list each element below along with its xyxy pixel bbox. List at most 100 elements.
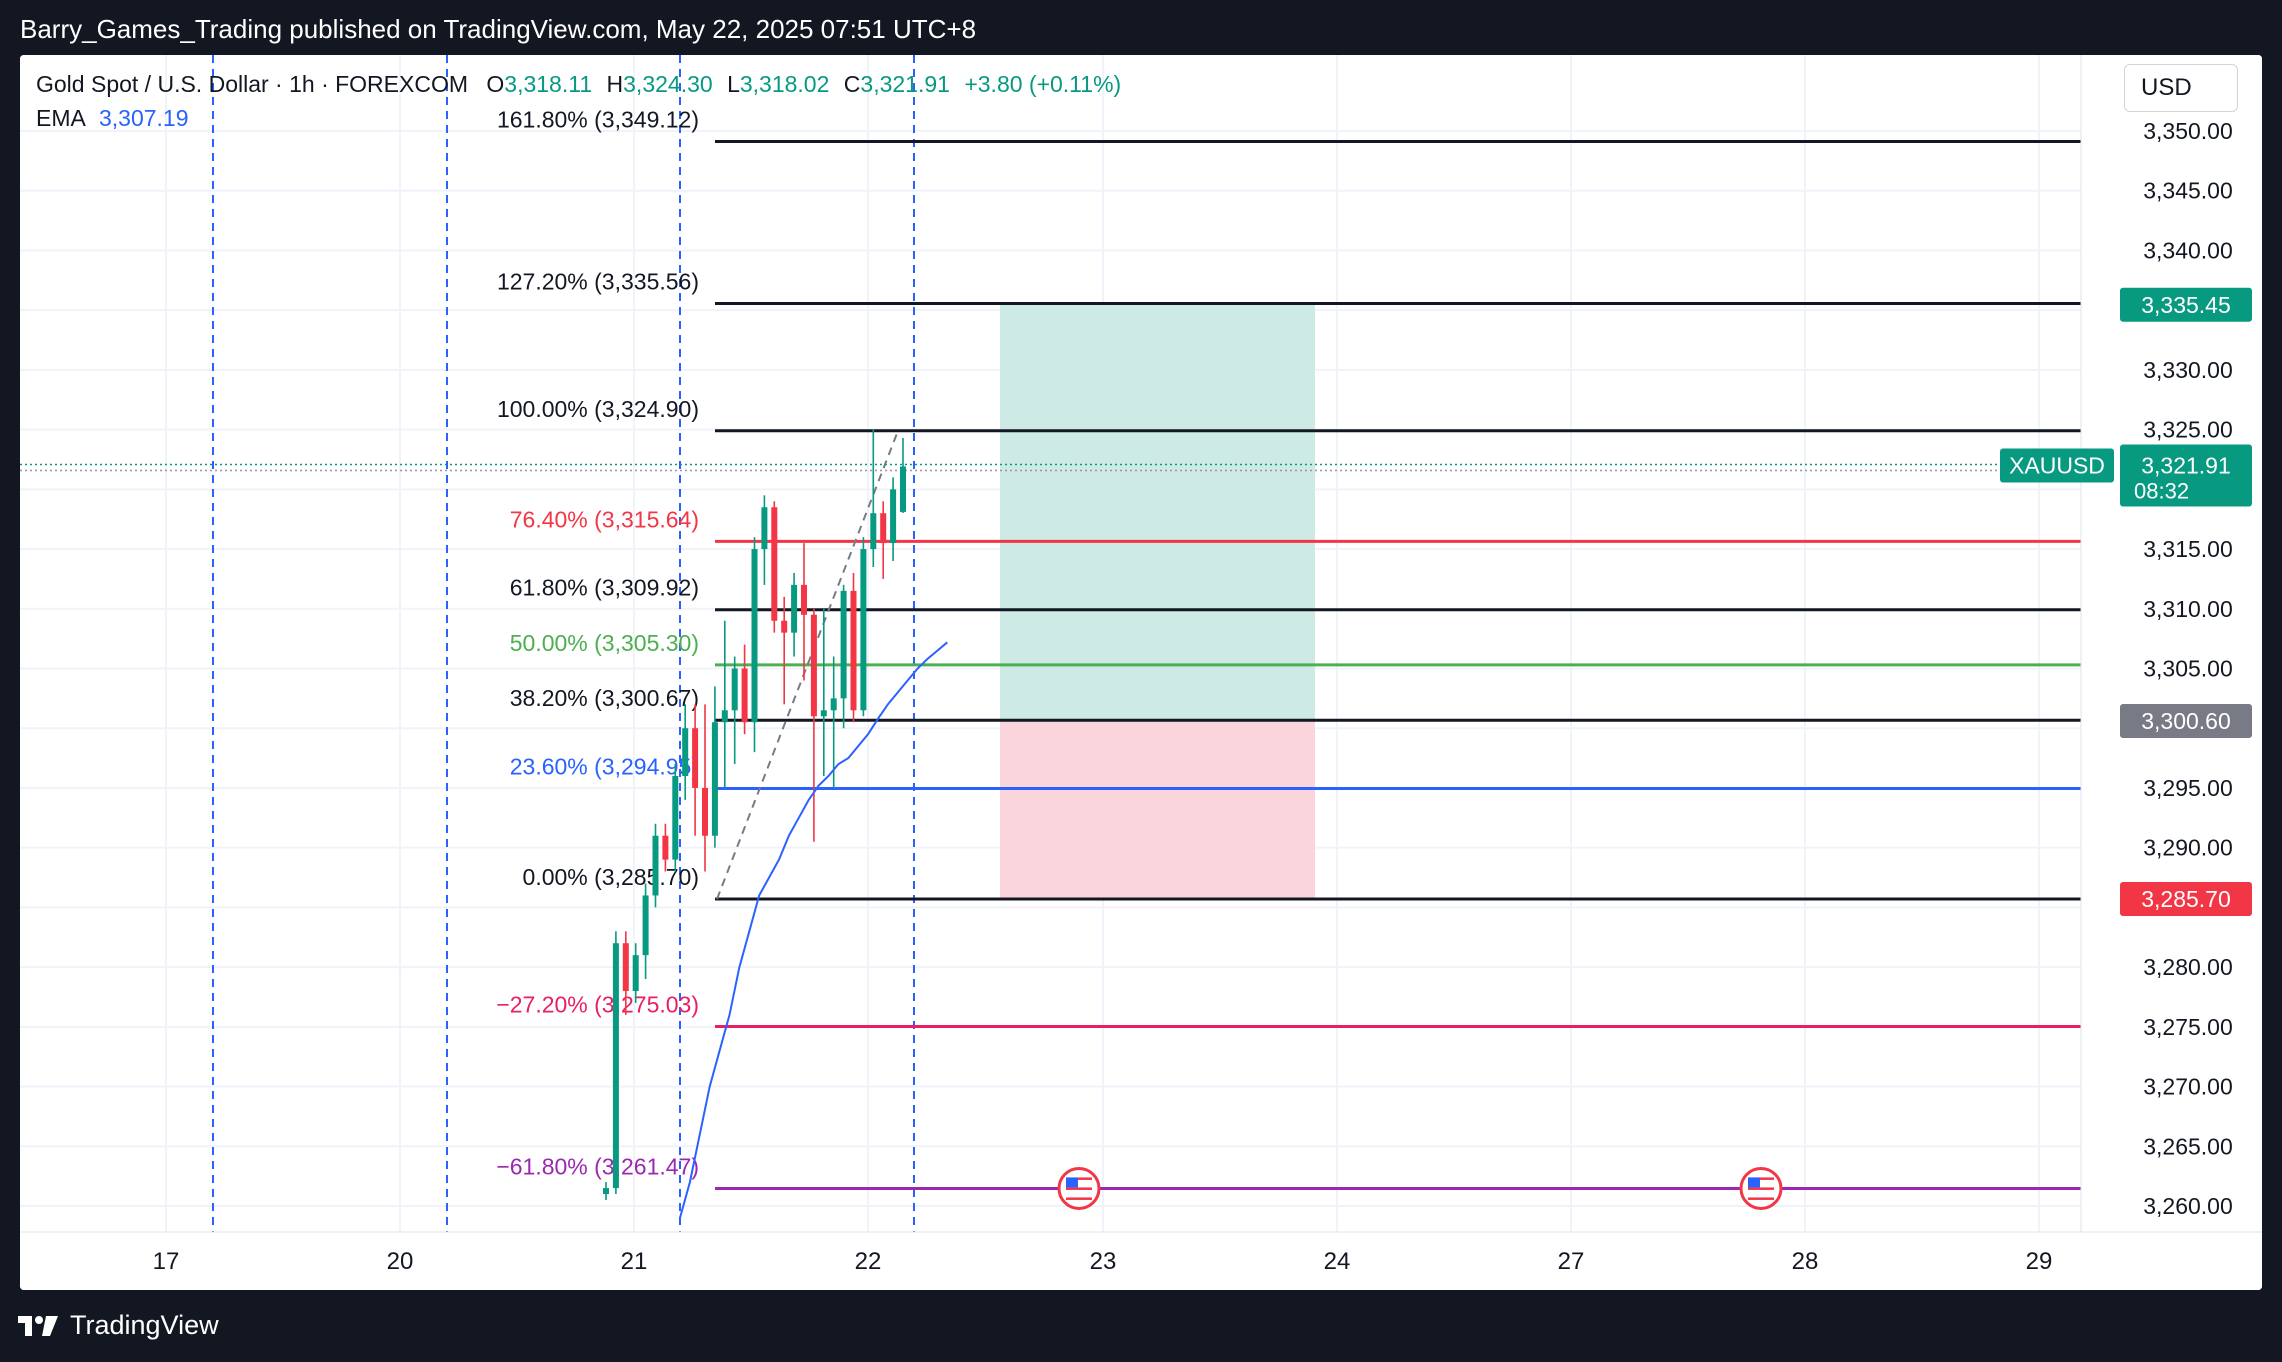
price-tick-label: 3,260.00 [2143,1193,2233,1219]
time-axis-bg [20,1232,2262,1290]
candle-body [851,591,857,710]
candle-body [890,489,896,543]
fib-level-label: 0.00% (3,285.70) [523,864,699,890]
flag-stripe [1066,1187,1092,1190]
open-label: O [486,71,504,97]
footer-bar [0,1290,2282,1362]
fib-level-label: 76.40% (3,315.64) [510,506,699,532]
candle-body [643,895,649,955]
high-label: H [607,71,624,97]
bar-countdown: 08:32 [2134,479,2189,504]
candle-body [870,513,876,549]
candle-body [732,669,738,711]
date-tick-label: 27 [1558,1248,1585,1275]
open-value: 3,318.11 [504,71,592,97]
price-label-text: 3,285.70 [2141,886,2231,912]
symbol-description[interactable]: Gold Spot / U.S. Dollar · 1h · FOREXCOM [36,71,468,97]
fib-level-label: 50.00% (3,305.30) [510,630,699,656]
price-tick-label: 3,275.00 [2143,1014,2233,1040]
flag-canton [1066,1177,1078,1187]
candle-body [831,698,837,710]
date-tick-label: 17 [153,1248,180,1275]
ema-legend[interactable]: EMA 3,307.19 [36,105,189,132]
candle-body [860,549,866,710]
fib-level-label: 23.60% (3,294.95) [510,754,699,780]
candle-body [880,513,886,543]
footer-brand: TradingView [70,1310,219,1341]
price-tick-label: 3,280.00 [2143,954,2233,980]
candle-body [722,710,728,722]
candle-body [752,549,758,722]
ema-value: 3,307.19 [99,105,189,131]
flag-stripe [1066,1197,1092,1200]
stop-zone [1000,721,1315,899]
candle-body [761,507,767,549]
last-price-value: 3,321.91 [2141,453,2231,479]
tradingview-logo[interactable]: TradingView [18,1310,219,1341]
date-tick-label: 21 [621,1248,648,1275]
candle-body [811,615,817,717]
price-tick-label: 3,330.00 [2143,357,2233,383]
candle-body [623,943,629,991]
candle-body [712,722,718,835]
price-tick-label: 3,265.00 [2143,1133,2233,1159]
price-tick-label: 3,295.00 [2143,775,2233,801]
fib-level-label: 100.00% (3,324.90) [497,396,699,422]
candle-body [603,1188,609,1194]
close-value: 3,321.91 [860,71,950,97]
us-flag-icon [1059,1168,1099,1208]
target-zone [1000,305,1315,721]
chart-canvas[interactable]: 161.80% (3,349.12) 127.20% (3,335.56) 100.… [20,55,2262,1290]
candle-body [672,776,678,860]
candle-body [613,943,619,1188]
date-tick-label: 20 [387,1248,414,1275]
date-tick-label: 24 [1324,1248,1351,1275]
change-value: +3.80 (+0.11%) [964,71,1121,97]
low-label: L [727,71,740,97]
price-tick-label: 3,310.00 [2143,596,2233,622]
fib-level-label: 127.20% (3,335.56) [497,268,699,294]
candle-body [662,836,668,860]
symbol-legend[interactable]: Gold Spot / U.S. Dollar · 1h · FOREXCOM … [36,71,1121,98]
fib-level-label: 61.80% (3,309.92) [510,575,699,601]
candle-body [771,507,777,620]
date-tick-label: 29 [2026,1248,2053,1275]
flag-stripe [1748,1187,1774,1190]
candle-body [821,710,827,716]
price-label-text: 3,300.60 [2141,708,2231,734]
fib-level-label: −27.20% (3,275.03) [496,991,699,1017]
chart-frame[interactable]: 161.80% (3,349.12) 127.20% (3,335.56) 100.… [20,55,2262,1290]
price-tick-label: 3,345.00 [2143,178,2233,204]
flag-stripe [1748,1197,1774,1200]
close-label: C [844,71,861,97]
candle-body [682,728,688,776]
candle-body [791,585,797,633]
candle-body [781,621,787,633]
publisher-line: Barry_Games_Trading published on Trading… [20,14,976,45]
date-tick-label: 28 [1792,1248,1819,1275]
candle-body [801,585,807,615]
candle-body [900,467,906,512]
price-tick-label: 3,315.00 [2143,536,2233,562]
price-tick-label: 3,305.00 [2143,656,2233,682]
date-tick-label: 22 [855,1248,882,1275]
us-flag-icon [1741,1168,1781,1208]
flag-stripe [1748,1192,1774,1195]
price-label-text: 3,335.45 [2141,292,2231,318]
price-tick-label: 3,340.00 [2143,237,2233,263]
candle-body [653,836,659,896]
tradingview-logo-icon [18,1314,62,1338]
candle-body [841,591,847,699]
ema-label[interactable]: EMA [36,105,85,131]
currency-button[interactable]: USD [2124,64,2238,112]
symbol-tag-text: XAUUSD [2009,453,2105,479]
date-tick-label: 23 [1090,1248,1117,1275]
candle-body [633,955,639,991]
candle-body [692,728,698,788]
fib-level-label: 38.20% (3,300.67) [510,685,699,711]
fib-level-label: −61.80% (3,261.47) [496,1153,699,1179]
fib-level-label: 161.80% (3,349.12) [497,107,699,133]
price-tick-label: 3,350.00 [2143,118,2233,144]
high-value: 3,324.30 [623,71,713,97]
price-tick-label: 3,325.00 [2143,417,2233,443]
